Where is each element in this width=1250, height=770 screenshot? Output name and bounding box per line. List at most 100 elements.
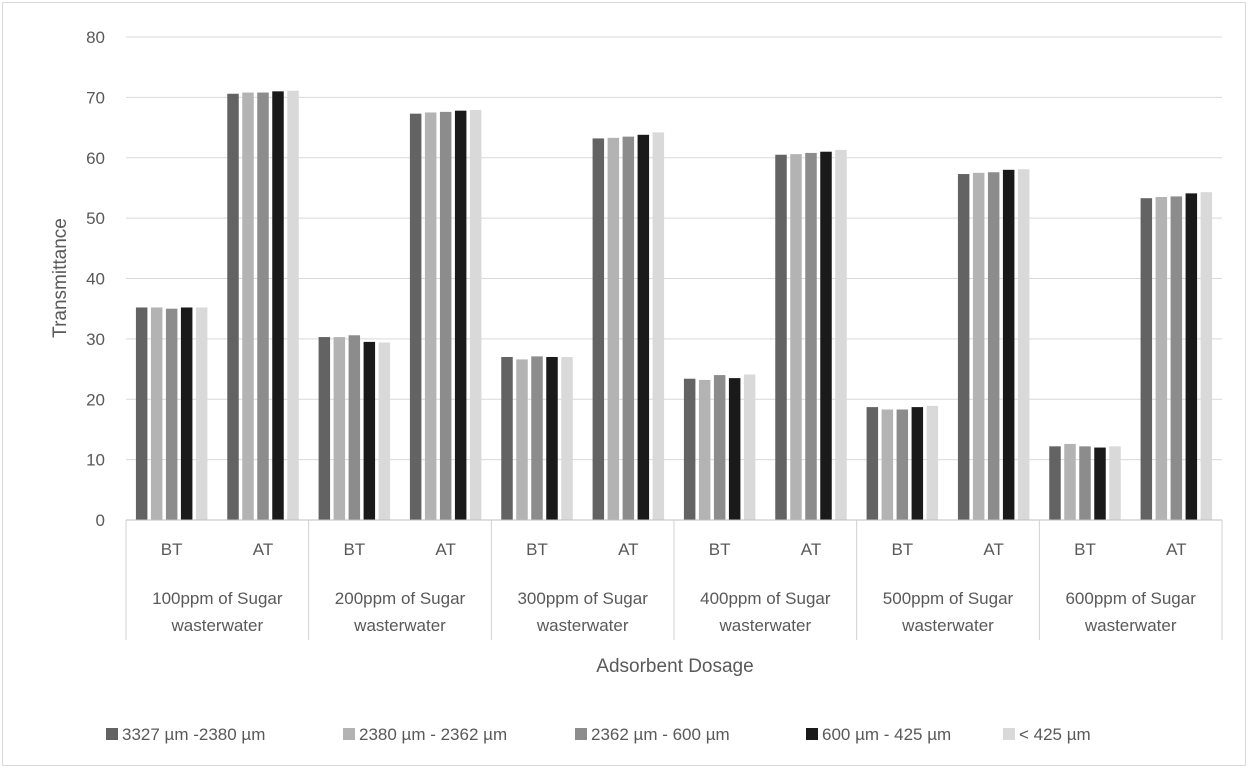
bar: [820, 151, 832, 520]
subcategory-label: BT: [1074, 540, 1096, 559]
y-tick-label: 0: [96, 511, 105, 530]
subcategory-label: AT: [801, 540, 821, 559]
bar: [1079, 446, 1091, 520]
bar: [363, 341, 376, 520]
legend: 3327 µm -2380 µm 2380 µm - 2362 µm 2362 µm…: [106, 725, 1091, 744]
bar: [835, 149, 847, 520]
bar: [1185, 193, 1198, 520]
bar: [743, 374, 756, 520]
x-category-labels: BT AT 100ppm of Sugar wasterwater BT AT 200ppm…: [152, 540, 1196, 635]
bar: [987, 172, 1000, 521]
bar: [1155, 196, 1168, 520]
bar: [135, 307, 148, 520]
subcategory-label: AT: [253, 540, 273, 559]
subcategory-label: BT: [891, 540, 913, 559]
bar: [1002, 169, 1015, 520]
subcategory-label: AT: [1166, 540, 1186, 559]
bar: [501, 356, 513, 520]
bar: [272, 91, 284, 521]
legend-label: 3327 µm -2380 µm: [122, 725, 265, 744]
group-label: wasterwater: [536, 616, 629, 635]
bar: [683, 378, 696, 520]
group-label: 100ppm of Sugar: [152, 589, 283, 608]
bar: [516, 359, 528, 520]
legend-swatch: [575, 728, 587, 740]
subcategory-label: AT: [618, 540, 638, 559]
legend-label: 2362 µm - 600 µm: [591, 725, 730, 744]
bar: [698, 379, 711, 520]
bar: [637, 134, 650, 520]
group-label: 300ppm of Sugar: [517, 589, 648, 608]
bar: [409, 113, 422, 521]
bar: [424, 112, 437, 520]
gridlines: [126, 36, 1222, 461]
y-tick-label: 30: [86, 330, 105, 349]
bar: [866, 407, 879, 520]
y-tick-label: 50: [86, 209, 105, 228]
bar: [896, 409, 909, 520]
bar: [926, 405, 939, 520]
y-tick-label: 70: [86, 88, 105, 107]
bar: [531, 356, 543, 520]
subcategory-label: BT: [709, 540, 731, 559]
bar: [1109, 446, 1121, 520]
bar: [881, 409, 894, 520]
bar: [165, 308, 178, 520]
bar: [1170, 196, 1183, 520]
legend-swatch: [1003, 728, 1015, 740]
bar: [957, 174, 970, 520]
y-axis-title: Transmittance: [50, 218, 71, 338]
bar: [1140, 198, 1153, 521]
legend-label: 600 µm - 425 µm: [822, 725, 951, 744]
bar: [287, 90, 299, 520]
bar: [242, 92, 254, 521]
axes: [125, 519, 1223, 640]
group-label: 600ppm of Sugar: [1065, 589, 1196, 608]
y-tick-label: 40: [86, 270, 105, 289]
subcategory-label: AT: [983, 540, 1003, 559]
bar: [318, 337, 331, 520]
bar: [775, 154, 787, 520]
y-tick-label: 60: [86, 149, 105, 168]
bar: [469, 110, 482, 521]
bar: [1064, 443, 1076, 520]
bar: [546, 356, 558, 520]
group-label: 500ppm of Sugar: [883, 589, 1014, 608]
group-label: wasterwater: [719, 616, 812, 635]
y-tick-label: 10: [86, 451, 105, 470]
bar: [1200, 192, 1213, 520]
bar: [805, 152, 817, 521]
subcategory-label: AT: [435, 540, 455, 559]
bar: [972, 172, 985, 520]
bar: [150, 307, 163, 520]
bar: [227, 93, 239, 520]
bar: [607, 137, 620, 521]
legend-swatch: [343, 728, 355, 740]
group-label: wasterwater: [901, 616, 994, 635]
bar: [728, 378, 741, 520]
bars: [135, 90, 1213, 521]
group-label: wasterwater: [1084, 616, 1177, 635]
legend-swatch: [106, 728, 118, 740]
bar: [911, 407, 924, 520]
bar: [378, 342, 391, 520]
y-tick-labels: 0 10 20 30 40 50 60 70 80: [86, 28, 105, 530]
group-label: 400ppm of Sugar: [700, 589, 831, 608]
subcategory-label: BT: [343, 540, 365, 559]
bar: [180, 307, 193, 520]
bar: [454, 110, 467, 520]
legend-label: < 425 µm: [1019, 725, 1091, 744]
bar: [257, 92, 269, 521]
bar: [195, 307, 208, 520]
legend-swatch: [806, 728, 818, 740]
bar: [348, 335, 361, 520]
bar: [622, 136, 635, 520]
bar: [333, 337, 346, 520]
y-tick-label: 20: [86, 390, 105, 409]
group-label: wasterwater: [353, 616, 446, 635]
subcategory-label: BT: [526, 540, 548, 559]
x-axis-title: Adsorbent Dosage: [596, 656, 753, 677]
bar: [1094, 447, 1106, 520]
